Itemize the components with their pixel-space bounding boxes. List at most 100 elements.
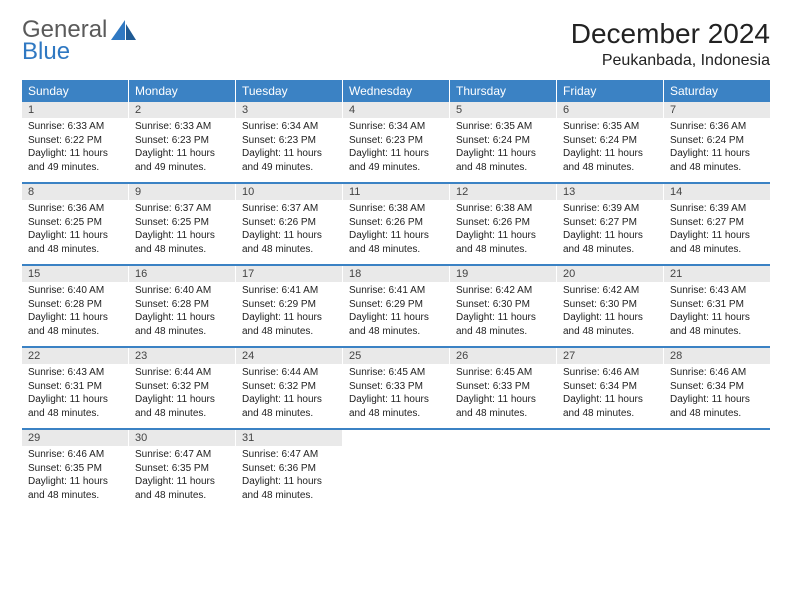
day-cell: 12Sunrise: 6:38 AMSunset: 6:26 PMDayligh…	[450, 184, 557, 264]
day-body: Sunrise: 6:44 AMSunset: 6:32 PMDaylight:…	[129, 366, 235, 420]
sunrise-line: Sunrise: 6:36 AM	[22, 202, 128, 216]
day-number: 28	[664, 348, 770, 364]
day-cell: 11 Sunrise: 6:38 AMSunset: 6:26 PMDayligh…	[343, 184, 450, 264]
sunrise-line: Sunrise: 6:41 AM	[343, 284, 449, 298]
sunrise-line: Sunrise: 6:45 AM	[450, 366, 556, 380]
day-body: Sunrise: 6:46 AMSunset: 6:34 PMDaylight:…	[557, 366, 663, 420]
day-body: Sunrise: 6:34 AMSunset: 6:23 PMDaylight:…	[343, 120, 449, 174]
day-cell: 28 Sunrise: 6:46 AMSunset: 6:34 PMDayligh…	[664, 348, 770, 428]
day-body: Sunrise: 6:34 AMSunset: 6:23 PMDaylight:…	[236, 120, 342, 174]
day-number: 30	[129, 430, 235, 446]
day-body: Sunrise: 6:37 AMSunset: 6:26 PMDaylight:…	[236, 202, 342, 256]
day-cell-empty: .	[450, 430, 557, 510]
sunrise-line: Sunrise: 6:43 AM	[22, 366, 128, 380]
weekday-header-row: Sunday Monday Tuesday Wednesday Thursday…	[22, 80, 770, 102]
location: Peukanbada, Indonesia	[571, 52, 770, 70]
day-body: Sunrise: 6:39 AMSunset: 6:27 PMDaylight:…	[664, 202, 770, 256]
day-body: Sunrise: 6:45 AMSunset: 6:33 PMDaylight:…	[450, 366, 556, 420]
daylight-line: Daylight: 11 hours and 48 minutes.	[450, 147, 556, 174]
daylight-line: Daylight: 11 hours and 48 minutes.	[450, 229, 556, 256]
day-cell-empty: .	[343, 430, 450, 510]
day-cell: 16 Sunrise: 6:40 AMSunset: 6:28 PMDayligh…	[129, 266, 236, 346]
day-body: Sunrise: 6:36 AMSunset: 6:24 PMDaylight:…	[664, 120, 770, 174]
logo-word-blue: Blue	[22, 40, 107, 64]
daylight-line: Daylight: 11 hours and 49 minutes.	[22, 147, 128, 174]
day-cell: 24Sunrise: 6:44 AMSunset: 6:32 PMDayligh…	[236, 348, 343, 428]
day-body: Sunrise: 6:46 AMSunset: 6:35 PMDaylight:…	[22, 448, 128, 502]
sunset-line: Sunset: 6:29 PM	[343, 298, 449, 312]
sunset-line: Sunset: 6:22 PM	[22, 134, 128, 148]
day-cell-empty: .	[557, 430, 664, 510]
daylight-line: Daylight: 11 hours and 48 minutes.	[129, 475, 235, 502]
weekday-header: Wednesday	[343, 80, 450, 102]
daylight-line: Daylight: 11 hours and 48 minutes.	[664, 393, 770, 420]
day-body: Sunrise: 6:38 AMSunset: 6:26 PMDaylight:…	[343, 202, 449, 256]
day-body: Sunrise: 6:40 AMSunset: 6:28 PMDaylight:…	[129, 284, 235, 338]
sunrise-line: Sunrise: 6:38 AM	[343, 202, 449, 216]
sunrise-line: Sunrise: 6:46 AM	[664, 366, 770, 380]
sunrise-line: Sunrise: 6:46 AM	[557, 366, 663, 380]
sunrise-line: Sunrise: 6:42 AM	[450, 284, 556, 298]
daylight-line: Daylight: 11 hours and 48 minutes.	[664, 311, 770, 338]
header: General Blue December 2024 Peukanbada, I…	[22, 18, 770, 70]
week-row: 29Sunrise: 6:46 AMSunset: 6:35 PMDayligh…	[22, 430, 770, 510]
day-body: Sunrise: 6:33 AMSunset: 6:23 PMDaylight:…	[129, 120, 235, 174]
sunset-line: Sunset: 6:34 PM	[664, 380, 770, 394]
day-number: 10	[236, 184, 342, 200]
week-row: 15Sunrise: 6:40 AMSunset: 6:28 PMDayligh…	[22, 266, 770, 348]
day-cell: 3Sunrise: 6:34 AMSunset: 6:23 PMDaylight…	[236, 102, 343, 182]
day-number: 2	[129, 102, 235, 118]
day-cell-empty: .	[664, 430, 770, 510]
sunrise-line: Sunrise: 6:37 AM	[129, 202, 235, 216]
day-number: 20	[557, 266, 663, 282]
daylight-line: Daylight: 11 hours and 48 minutes.	[22, 311, 128, 338]
day-number: 16	[129, 266, 235, 282]
daylight-line: Daylight: 11 hours and 48 minutes.	[557, 393, 663, 420]
sunrise-line: Sunrise: 6:43 AM	[664, 284, 770, 298]
day-number: 24	[236, 348, 342, 364]
day-cell: 4Sunrise: 6:34 AMSunset: 6:23 PMDaylight…	[343, 102, 450, 182]
day-body: Sunrise: 6:41 AMSunset: 6:29 PMDaylight:…	[236, 284, 342, 338]
sunset-line: Sunset: 6:27 PM	[664, 216, 770, 230]
daylight-line: Daylight: 11 hours and 48 minutes.	[343, 311, 449, 338]
daylight-line: Daylight: 11 hours and 48 minutes.	[343, 229, 449, 256]
weekday-header: Saturday	[664, 80, 770, 102]
day-number: 26	[450, 348, 556, 364]
week-row: 8Sunrise: 6:36 AMSunset: 6:25 PMDaylight…	[22, 184, 770, 266]
daylight-line: Daylight: 11 hours and 48 minutes.	[22, 393, 128, 420]
day-cell: 23Sunrise: 6:44 AMSunset: 6:32 PMDayligh…	[129, 348, 236, 428]
day-number: 14	[664, 184, 770, 200]
day-cell: 8Sunrise: 6:36 AMSunset: 6:25 PMDaylight…	[22, 184, 129, 264]
day-number: 15	[22, 266, 128, 282]
sunset-line: Sunset: 6:28 PM	[129, 298, 235, 312]
day-body: Sunrise: 6:35 AMSunset: 6:24 PMDaylight:…	[557, 120, 663, 174]
day-cell: 29Sunrise: 6:46 AMSunset: 6:35 PMDayligh…	[22, 430, 129, 510]
sunset-line: Sunset: 6:31 PM	[22, 380, 128, 394]
day-number: 22	[22, 348, 128, 364]
sunset-line: Sunset: 6:25 PM	[129, 216, 235, 230]
sunset-line: Sunset: 6:23 PM	[129, 134, 235, 148]
sunrise-line: Sunrise: 6:44 AM	[236, 366, 342, 380]
daylight-line: Daylight: 11 hours and 49 minutes.	[236, 147, 342, 174]
sunrise-line: Sunrise: 6:41 AM	[236, 284, 342, 298]
weekday-header: Sunday	[22, 80, 129, 102]
sunrise-line: Sunrise: 6:40 AM	[22, 284, 128, 298]
day-body: Sunrise: 6:38 AMSunset: 6:26 PMDaylight:…	[450, 202, 556, 256]
sunrise-line: Sunrise: 6:33 AM	[22, 120, 128, 134]
sunset-line: Sunset: 6:24 PM	[557, 134, 663, 148]
daylight-line: Daylight: 11 hours and 48 minutes.	[557, 311, 663, 338]
day-cell: 10 Sunrise: 6:37 AMSunset: 6:26 PMDayligh…	[236, 184, 343, 264]
day-cell: 2 Sunrise: 6:33 AMSunset: 6:23 PMDaylight…	[129, 102, 236, 182]
sunset-line: Sunset: 6:35 PM	[22, 462, 128, 476]
sunset-line: Sunset: 6:35 PM	[129, 462, 235, 476]
day-number: 31	[236, 430, 342, 446]
sunset-line: Sunset: 6:26 PM	[450, 216, 556, 230]
day-number: 11	[343, 184, 449, 200]
day-body: Sunrise: 6:41 AMSunset: 6:29 PMDaylight:…	[343, 284, 449, 338]
daylight-line: Daylight: 11 hours and 48 minutes.	[450, 311, 556, 338]
day-cell: 31Sunrise: 6:47 AMSunset: 6:36 PMDayligh…	[236, 430, 343, 510]
day-cell: 1Sunrise: 6:33 AMSunset: 6:22 PMDaylight…	[22, 102, 129, 182]
daylight-line: Daylight: 11 hours and 48 minutes.	[236, 229, 342, 256]
sunset-line: Sunset: 6:30 PM	[557, 298, 663, 312]
day-number: 25	[343, 348, 449, 364]
